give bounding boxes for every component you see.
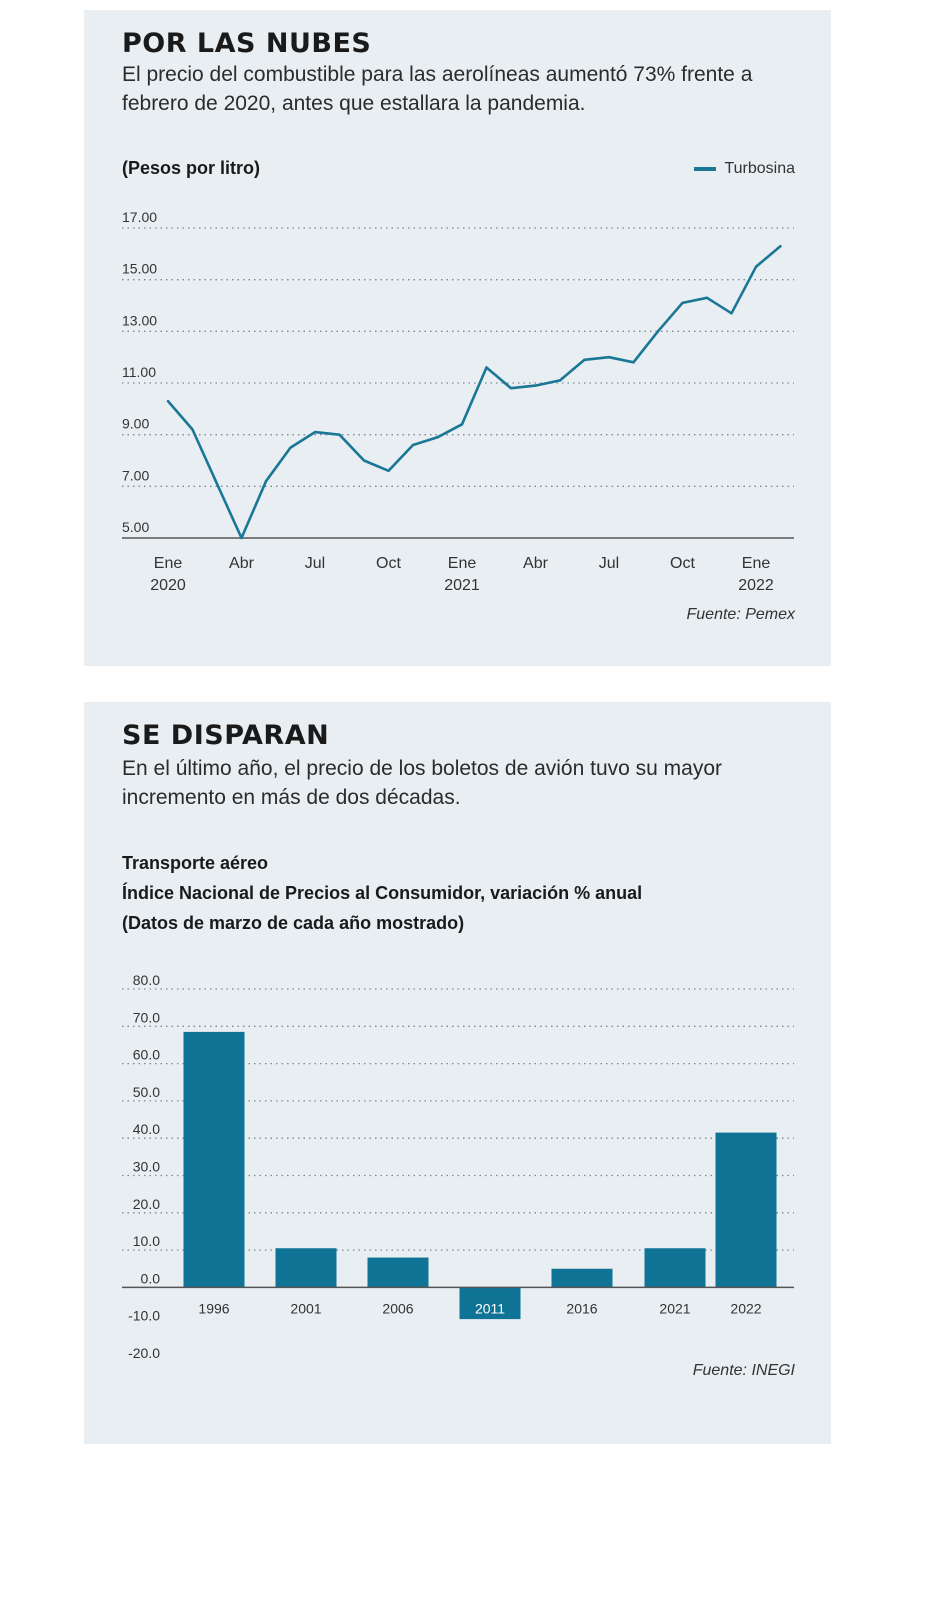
chart-source: Fuente: INEGI (692, 1362, 795, 1379)
y-tick-label: 40.0 (133, 1121, 160, 1137)
data-point (215, 482, 219, 485)
chart-title: POR LAS NUBES (122, 28, 372, 59)
data-point (191, 428, 194, 431)
y-tick-label: 7.00 (122, 467, 149, 483)
fuel-price-panel: POR LAS NUBES El precio del combustible … (84, 10, 831, 666)
data-point (387, 469, 390, 473)
y-axis-unit: (Pesos por litro) (122, 158, 261, 178)
y-tick-label: 30.0 (133, 1159, 160, 1175)
data-point (240, 536, 243, 540)
bar-2011 (459, 1287, 521, 1320)
x-tick-label: Abr (229, 555, 255, 572)
data-point (460, 423, 464, 426)
bar-2001 (275, 1248, 337, 1288)
chart-description: Transporte aéreo Índice Nacional de Prec… (122, 848, 642, 938)
y-tick-label: 10.0 (133, 1233, 160, 1249)
legend-swatch (694, 167, 717, 171)
desc-line: Transporte aéreo (122, 853, 269, 873)
data-point (436, 436, 439, 439)
data-point (534, 384, 537, 387)
bar-1996 (183, 1031, 245, 1288)
x-tick-label: 2006 (382, 1300, 413, 1316)
desc-line: Índice Nacional de Precios al Consumidor… (122, 883, 643, 903)
legend: Turbosina (694, 160, 795, 178)
data-point (607, 355, 611, 359)
x-tick-label: Ene (448, 555, 477, 572)
x-tick-label: 2022 (738, 577, 774, 594)
x-tick-label: Abr (523, 555, 549, 572)
chart-subtitle: En el último año, el precio de los bolet… (122, 757, 723, 809)
x-tick-label: Oct (670, 555, 695, 572)
data-point (411, 443, 415, 447)
x-tick-label: Oct (376, 555, 401, 572)
x-tick-label: Jul (599, 555, 619, 572)
y-tick-label: 0.0 (141, 1270, 161, 1286)
data-point (583, 358, 586, 361)
data-point (313, 430, 317, 434)
legend-label: Turbosina (724, 160, 795, 177)
y-tick-label: 70.0 (133, 1009, 160, 1025)
data-point (754, 265, 758, 268)
x-tick-label: Ene (742, 555, 771, 572)
x-tick-label: 2021 (659, 1300, 690, 1316)
x-tick-label: 1996 (198, 1300, 229, 1316)
bar-2021 (644, 1248, 706, 1288)
data-point (338, 433, 341, 436)
data-point (779, 244, 782, 248)
data-point (681, 301, 684, 305)
series-line-turbosina (167, 245, 782, 540)
chart-subtitle: El precio del combustible para las aerol… (122, 63, 753, 115)
y-tick-label: 5.00 (122, 519, 149, 535)
bar-chart: 80.0 70.0 60.0 50.0 40.0 30.0 20.0 10.0 0.0 -10.0… (122, 972, 794, 1361)
x-tick-label: Jul (305, 555, 325, 572)
y-tick-label: 11.00 (122, 364, 156, 380)
x-tick-label: Ene (154, 555, 183, 572)
desc-line: (Datos de marzo de cada año mostrado) (122, 913, 465, 933)
chart-source: Fuente: Pemex (686, 606, 796, 623)
y-tick-label: 13.00 (122, 312, 157, 328)
chart-title: SE DISPARAN (122, 720, 330, 751)
x-tick-label: 2016 (566, 1300, 597, 1316)
data-point (656, 330, 660, 333)
data-point (362, 459, 366, 462)
x-tick-label: 2021 (444, 577, 480, 594)
data-point (730, 312, 733, 315)
data-point (166, 399, 170, 403)
data-point (485, 366, 488, 369)
airfare-panel: SE DISPARAN En el último año, el precio … (84, 702, 831, 1444)
x-tick-label: 2011 (475, 1300, 505, 1316)
y-tick-label: 80.0 (133, 972, 160, 988)
y-tick-label: 15.00 (122, 261, 157, 277)
data-point (509, 386, 513, 390)
data-point (264, 479, 268, 483)
data-point (558, 379, 562, 382)
y-tick-label: 50.0 (133, 1084, 160, 1100)
line-chart: 17.00 15.00 13.00 11.00 9.00 7.00 5.00 Ene 2020 A… (122, 209, 794, 594)
x-tick-label: 2001 (290, 1300, 321, 1316)
data-point (289, 446, 292, 449)
bar-2016 (551, 1268, 613, 1288)
y-tick-label: -20.0 (128, 1345, 160, 1361)
bar-2006 (367, 1257, 429, 1288)
bar-2022 (715, 1132, 777, 1288)
x-tick-label: 2022 (730, 1300, 761, 1316)
y-tick-label: 60.0 (133, 1047, 160, 1063)
y-tick-label: 9.00 (122, 416, 149, 432)
data-point (632, 361, 635, 364)
y-tick-label: 17.00 (122, 209, 157, 225)
y-tick-label: 20.0 (133, 1196, 160, 1212)
data-point (705, 296, 709, 299)
y-tick-label: -10.0 (128, 1308, 160, 1324)
x-tick-label: 2020 (150, 577, 186, 594)
